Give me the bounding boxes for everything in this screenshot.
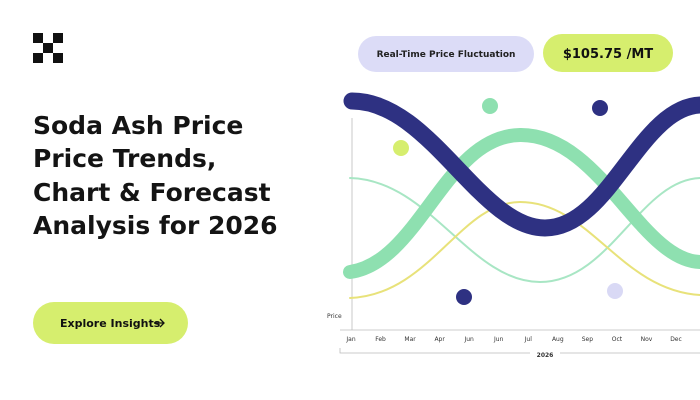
headline: Price Trends,	[33, 144, 216, 173]
month-label: Mar	[404, 336, 416, 343]
month-label: Jan	[345, 336, 355, 343]
year-bracket	[339, 348, 700, 354]
month-label: Jul	[524, 336, 533, 343]
curves	[343, 92, 700, 299]
month-label: Dec	[670, 336, 682, 343]
dot	[607, 283, 623, 299]
price: $105.75 /MT	[563, 47, 653, 62]
curve	[343, 92, 700, 237]
y-label: Price	[327, 313, 342, 320]
headline: Analysis for 2026	[33, 211, 278, 240]
button-label: Explore Insights	[60, 317, 161, 330]
headline: Soda Ash Price	[33, 111, 243, 140]
curve	[349, 177, 700, 284]
dot	[482, 98, 498, 114]
year-bg	[530, 349, 560, 359]
month-labels: Jan Feb Mar Apr Jun Jun Jul Aug Sep Oct Nov Dec	[345, 336, 681, 343]
month-label: Apr	[434, 336, 445, 343]
logo	[33, 33, 63, 63]
headline: Chart & Forecast	[33, 178, 271, 207]
month-label: Feb	[375, 336, 386, 343]
curve	[343, 127, 700, 279]
dot	[456, 289, 472, 305]
explore-button[interactable]: Explore Insights	[33, 302, 188, 344]
dot	[393, 140, 409, 156]
month-label: Nov	[641, 336, 653, 343]
arrow-icon	[154, 318, 165, 328]
badge-bg	[358, 36, 534, 72]
year: 2026	[537, 352, 554, 359]
dot	[592, 100, 608, 116]
price-bg	[543, 34, 673, 72]
month-label: Jun	[463, 336, 474, 343]
curve	[349, 200, 700, 299]
button-bg	[33, 302, 188, 344]
badge: Real-Time Price Fluctuation	[377, 50, 516, 60]
month-label: Sep	[582, 336, 594, 343]
month-label: Aug	[552, 336, 564, 343]
month-label: Jun	[493, 336, 504, 343]
month-label: Oct	[612, 336, 623, 343]
